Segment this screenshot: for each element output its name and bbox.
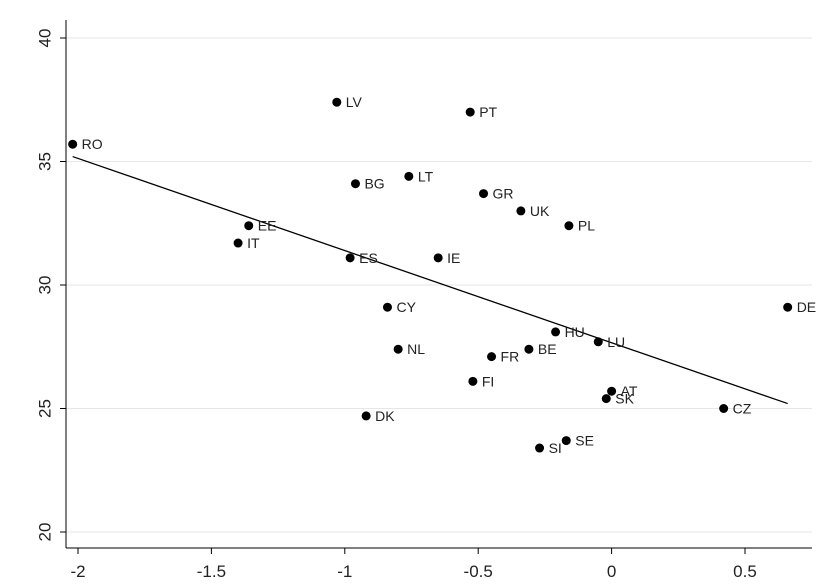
fit-line [72,155,788,405]
point-label-es: ES [359,250,378,266]
point-label-pl: PL [578,218,595,234]
data-point-bg [350,179,360,189]
data-point-sk [601,394,611,404]
point-label-pt: PT [479,104,497,120]
x-tick-label: -0.5 [464,562,493,581]
point-label-fr: FR [501,349,520,365]
point-label-uk: UK [530,203,550,219]
data-point-gr [479,189,489,199]
data-point-se [561,436,571,446]
data-point-fr [487,352,497,362]
point-label-cy: CY [396,299,416,315]
y-tick-label: 25 [35,399,54,418]
y-tick-label: 20 [35,523,54,542]
y-tick-label: 30 [35,276,54,295]
data-point-at [607,386,617,396]
data-point-si [535,443,545,453]
x-tick-label: -2 [70,562,85,581]
regression-line [72,155,788,405]
gridlines [66,37,812,533]
data-point-uk [516,206,526,216]
point-label-lt: LT [418,168,434,184]
point-label-ee: EE [258,218,277,234]
axes [65,20,812,549]
tick-labels: 20 25 30 35 40 -2 -1.5 -1 -0.5 0 0.5 [35,29,756,581]
x-tick-label: -1 [337,562,352,581]
data-point-fi [468,376,478,386]
x-tick-label: 0 [607,562,616,581]
y-tick-label: 40 [35,29,54,48]
y-tick-label: 35 [35,152,54,171]
point-label-gr: GR [493,186,514,202]
point-label-ro: RO [82,136,103,152]
data-point-pl [564,221,574,231]
x-tick-label: 0.5 [733,562,757,581]
data-point-be [524,344,534,354]
data-point-de [783,302,793,312]
data-point-ie [433,253,443,263]
data-point-hu [551,327,561,337]
point-label-nl: NL [407,341,425,357]
data-point-nl [393,344,403,354]
point-label-si: SI [549,440,562,456]
point-label-hu: HU [565,324,585,340]
point-label-bg: BG [364,176,384,192]
point-label-de: DE [797,299,816,315]
data-point-pt [465,107,475,117]
data-point-lu [593,337,603,347]
point-label-it: IT [247,235,260,251]
data-point-it [233,238,243,248]
data-point-ee [244,221,254,231]
data-point-cy [382,302,392,312]
point-label-ie: IE [447,250,460,266]
point-label-fi: FI [482,373,494,389]
point-label-be: BE [538,341,557,357]
data-point-ro [68,139,78,149]
point-label-sk: SK [615,391,634,407]
point-label-dk: DK [375,408,395,424]
data-point-es [345,253,355,263]
point-label-at: AT [621,383,638,399]
data-point-lt [404,171,414,181]
point-label-cz: CZ [733,401,752,417]
point-label-lu: LU [607,334,625,350]
data-point-lv [332,97,342,107]
data-point-cz [719,404,729,413]
point-label-se: SE [575,433,594,449]
x-tick-label: -1.5 [197,562,226,581]
data-point-dk [361,411,371,421]
point-label-lv: LV [346,94,363,110]
